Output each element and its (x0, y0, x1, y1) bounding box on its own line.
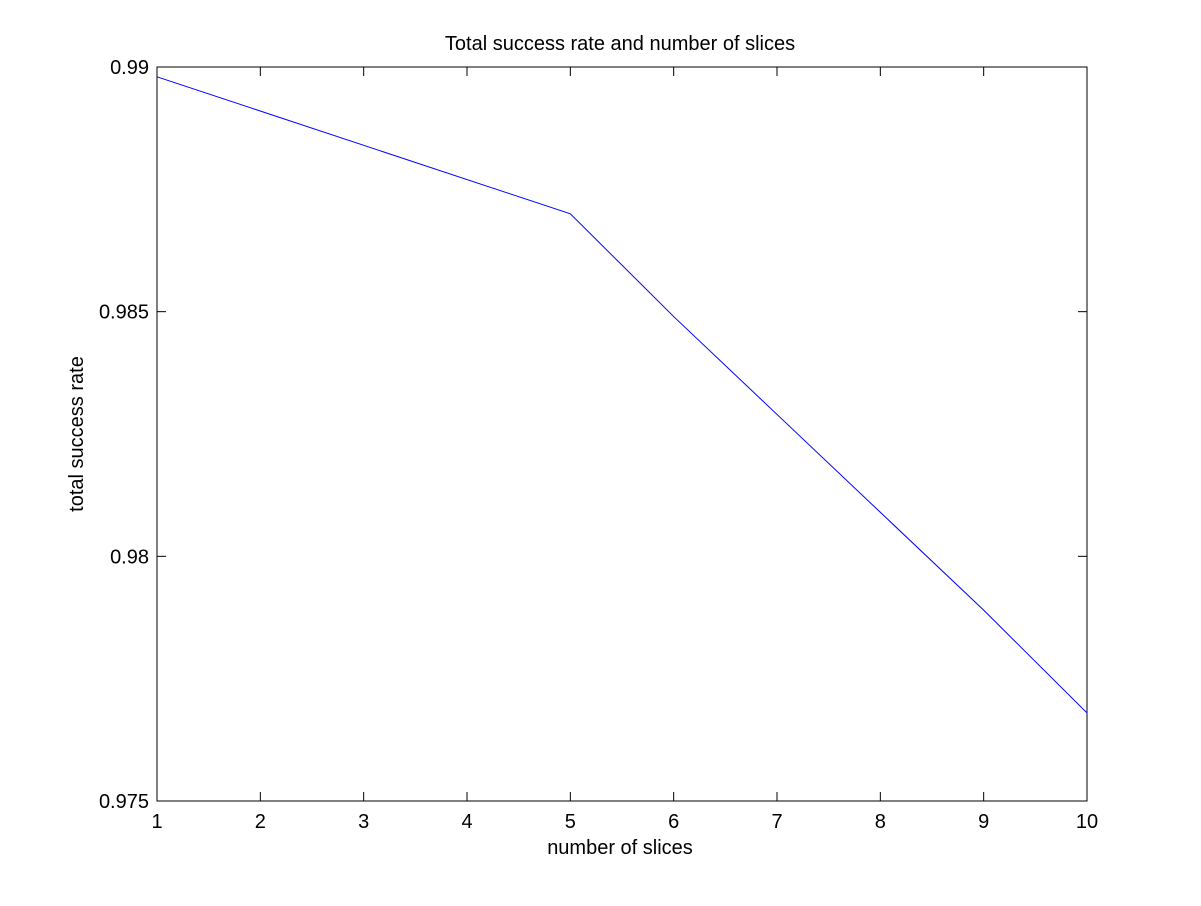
x-tick-label: 3 (358, 811, 369, 833)
y-tick-label: 0.98 (110, 546, 149, 568)
plot-frame (156, 66, 1088, 802)
series-line (156, 76, 1088, 714)
x-axis-label: number of slices (547, 837, 693, 859)
x-tick-label: 10 (1076, 811, 1098, 833)
x-axis-ticks: 1 2 3 4 5 6 7 8 9 10 (151, 67, 1098, 833)
x-tick-label: 5 (565, 811, 576, 833)
y-tick-label: 0.99 (110, 57, 149, 79)
series-layer (156, 76, 1088, 714)
x-tick-label: 2 (255, 811, 266, 833)
y-tick-label: 0.985 (99, 302, 149, 324)
x-tick-label: 4 (461, 811, 472, 833)
y-axis-label: total success rate (66, 356, 88, 512)
chart-title: Total success rate and number of slices (445, 33, 795, 55)
y-tick-label: 0.975 (99, 791, 149, 813)
plot-area (156, 66, 1088, 802)
y-axis-ticks: 0.975 0.98 0.985 0.99 (99, 57, 1087, 813)
x-tick-label: 9 (978, 811, 989, 833)
x-tick-label: 8 (875, 811, 886, 833)
x-tick-label: 6 (668, 811, 679, 833)
x-tick-label: 1 (151, 811, 162, 833)
x-tick-label: 7 (771, 811, 782, 833)
